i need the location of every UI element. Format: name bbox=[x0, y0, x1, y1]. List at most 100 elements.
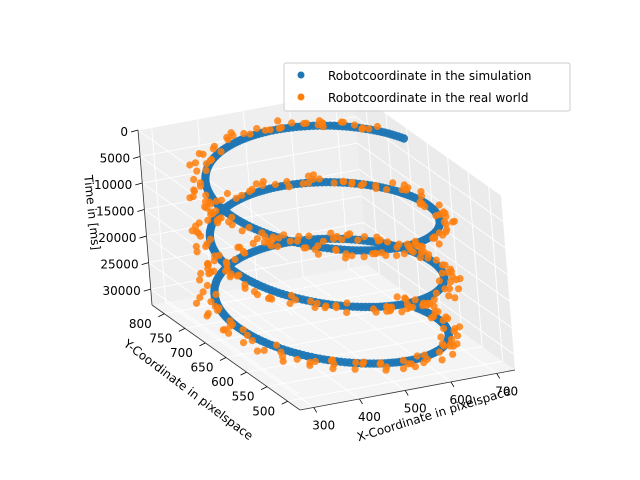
series-1-point bbox=[417, 188, 425, 196]
grid-line-y-right-5 bbox=[385, 113, 401, 289]
series-1-point bbox=[357, 181, 365, 190]
series-1-point bbox=[373, 233, 381, 241]
series-1-point bbox=[455, 285, 463, 293]
y-tick-mark-1 bbox=[260, 386, 268, 391]
series-1-point bbox=[343, 308, 351, 317]
series-1-point bbox=[365, 125, 373, 133]
series-1-point bbox=[400, 250, 408, 258]
series-1-point bbox=[240, 129, 248, 138]
series-1-point bbox=[332, 246, 340, 255]
series-1-point bbox=[315, 175, 323, 183]
series-1-point bbox=[225, 329, 233, 337]
series-1-point bbox=[199, 288, 207, 296]
series-1-point bbox=[372, 250, 380, 258]
series-1-point bbox=[214, 219, 222, 227]
x-axis-ticks: 300 400 500 600 700 bbox=[312, 373, 518, 432]
series-1-point bbox=[209, 145, 217, 153]
series-1-point bbox=[191, 159, 200, 167]
series-1-point bbox=[212, 197, 220, 205]
series-1-point bbox=[407, 360, 415, 368]
series-1-point bbox=[420, 248, 428, 256]
grid-line-y-right-1 bbox=[467, 171, 483, 347]
series-1-point bbox=[413, 352, 421, 360]
series-1-point bbox=[249, 239, 257, 247]
series-1-point bbox=[383, 185, 391, 194]
series-1-point bbox=[222, 267, 230, 275]
series-1-point bbox=[195, 150, 203, 158]
series-1-point bbox=[327, 229, 335, 237]
series-1-point bbox=[443, 226, 451, 234]
series-1-point bbox=[232, 194, 240, 202]
series-1-point bbox=[305, 232, 313, 240]
series-1-point bbox=[271, 180, 279, 189]
x-tick-mark-1 bbox=[359, 398, 363, 405]
z-tick-mark-4 bbox=[139, 235, 147, 239]
series-1-point bbox=[306, 361, 314, 369]
grid-line-y-right-4 bbox=[405, 127, 421, 303]
legend-frame bbox=[283, 62, 571, 112]
series-1-point bbox=[414, 242, 422, 250]
series-1-point bbox=[446, 265, 455, 273]
series-1-point bbox=[186, 161, 194, 169]
series-1-point bbox=[206, 157, 214, 165]
series-1-point bbox=[192, 299, 201, 307]
series-1-point bbox=[258, 181, 267, 189]
series-1-point bbox=[227, 270, 235, 278]
series-1 bbox=[186, 117, 464, 374]
series-1-point bbox=[445, 292, 453, 300]
grid-line-z-back-2 bbox=[142, 142, 358, 184]
series-1-point bbox=[319, 237, 327, 245]
grid-line-y-floor-5 bbox=[184, 287, 400, 329]
series-1-point bbox=[359, 124, 367, 132]
series-1-point bbox=[360, 253, 368, 261]
series-1-point bbox=[239, 247, 247, 255]
x-tick-mark-2 bbox=[404, 390, 409, 396]
series-1-point bbox=[321, 304, 329, 312]
series-1-point bbox=[311, 357, 319, 365]
series-1-point bbox=[196, 182, 205, 190]
x-axis-line bbox=[299, 369, 516, 411]
y-tick-mark-2 bbox=[240, 371, 247, 376]
series-1-point bbox=[431, 234, 439, 242]
grid-line-z-left-0 bbox=[137, 129, 287, 236]
z-tick-label: 25000 bbox=[100, 258, 138, 272]
series-1-point bbox=[359, 360, 367, 368]
y-tick-label: 500 bbox=[252, 404, 275, 418]
series-1-point bbox=[430, 296, 438, 304]
series-1-point bbox=[449, 350, 457, 358]
series-1-point bbox=[212, 290, 220, 298]
series-1-point bbox=[274, 242, 282, 251]
series-1-point bbox=[352, 358, 360, 367]
series-1-point bbox=[372, 308, 380, 316]
series-1-point bbox=[224, 136, 232, 144]
series-1-point bbox=[432, 289, 440, 297]
series-1-point bbox=[350, 121, 359, 129]
grid-line-z-back-4 bbox=[146, 195, 362, 237]
series-1-point bbox=[435, 277, 443, 285]
y-tick-label: 700 bbox=[170, 346, 193, 360]
series-1-point bbox=[215, 251, 223, 259]
series-1-point bbox=[203, 281, 211, 290]
series-1-point bbox=[234, 243, 242, 251]
grid-line-z-left-4 bbox=[146, 235, 295, 342]
z-axis-line bbox=[137, 129, 153, 306]
series-1-point bbox=[453, 340, 461, 348]
series-1-point bbox=[222, 258, 230, 266]
series-1-point bbox=[243, 331, 251, 339]
series-1-point bbox=[196, 232, 205, 240]
z-tick-mark-1 bbox=[133, 156, 141, 159]
series-1-point bbox=[411, 296, 419, 304]
series-1-point bbox=[440, 324, 448, 333]
series-1-point bbox=[217, 148, 225, 156]
z-tick-mark-6 bbox=[143, 288, 151, 292]
series-layer bbox=[186, 117, 464, 374]
series-1-point bbox=[360, 233, 368, 241]
series-1-point bbox=[302, 244, 310, 252]
series-1-point bbox=[393, 251, 401, 260]
series-1-point bbox=[339, 118, 347, 126]
series-1-point bbox=[253, 125, 261, 133]
z-tick-mark-2 bbox=[135, 182, 143, 186]
series-1-point bbox=[293, 355, 301, 363]
